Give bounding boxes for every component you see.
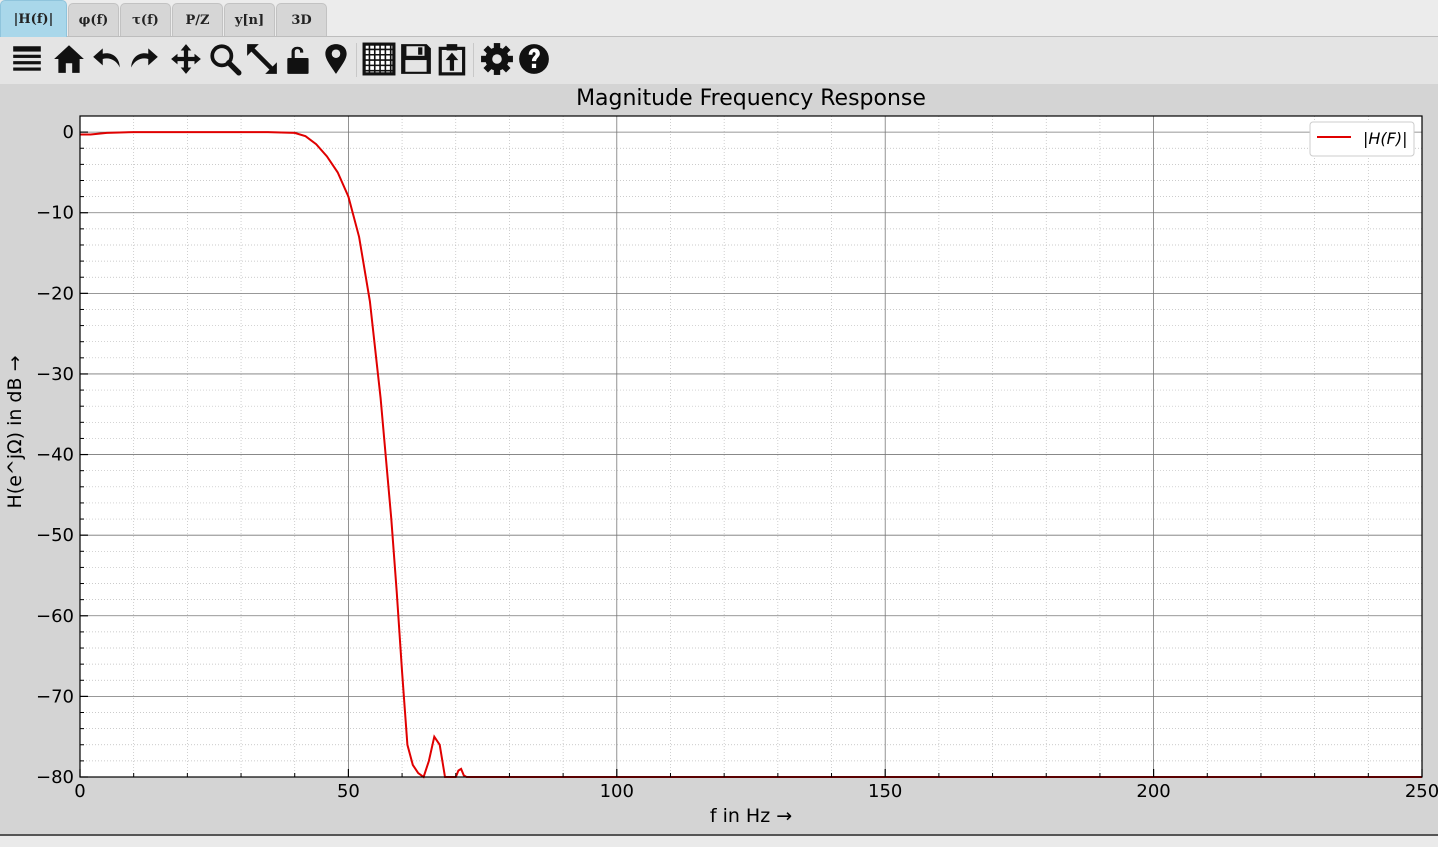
- help-icon[interactable]: [516, 40, 552, 78]
- y-tick-label: −30: [36, 364, 74, 385]
- copy-icon[interactable]: [435, 40, 471, 78]
- x-tick-label: 150: [868, 781, 902, 802]
- y-tick-label: −10: [36, 203, 74, 224]
- undo-icon[interactable]: [89, 40, 125, 78]
- x-tick-label: 50: [337, 781, 360, 802]
- toolbar: [0, 37, 1438, 84]
- legend: |H(F)|: [1309, 121, 1415, 157]
- zoom-full-icon[interactable]: [244, 40, 280, 78]
- x-tick-label: 100: [600, 781, 634, 802]
- y-tick-label: −80: [36, 767, 74, 788]
- x-tick-label: 250: [1405, 781, 1438, 802]
- magnitude-chart[interactable]: Magnitude Frequency Response 0 50 100 150 20…: [0, 84, 1438, 834]
- lock-icon[interactable]: [281, 40, 317, 78]
- x-tick-label: 200: [1136, 781, 1170, 802]
- x-tick-labels: 0 50 100 150 200 250: [74, 781, 1438, 802]
- menu-icon[interactable]: [9, 40, 45, 78]
- home-icon[interactable]: [51, 40, 87, 78]
- tab-group-delay[interactable]: τ(f): [120, 3, 171, 36]
- tick-marks: [79, 131, 1423, 778]
- x-axis-label: f in Hz →: [710, 805, 792, 827]
- tab-impulse-response[interactable]: y[n]: [224, 3, 275, 36]
- y-tick-label: −40: [36, 445, 74, 466]
- y-axis-label: H(e^jΩ) in dB →: [4, 356, 26, 509]
- zoom-icon[interactable]: [207, 40, 243, 78]
- y-tick-label: −20: [36, 283, 74, 304]
- legend-label: |H(F)|: [1363, 129, 1408, 148]
- grid-icon[interactable]: [361, 40, 397, 78]
- chart-title: Magnitude Frequency Response: [576, 86, 926, 111]
- save-icon[interactable]: [398, 40, 434, 78]
- y-tick-label: 0: [63, 122, 74, 143]
- y-tick-label: −60: [36, 606, 74, 627]
- tab-magnitude[interactable]: |H(f)|: [0, 0, 67, 37]
- axes-frame: [79, 115, 1423, 778]
- settings-icon[interactable]: [479, 40, 515, 78]
- tab-bar: |H(f)| φ(f) τ(f) P/Z y[n] 3D: [0, 0, 1438, 37]
- tab-pole-zero[interactable]: P/Z: [172, 3, 223, 36]
- series-line-magnitude: [80, 131, 1422, 779]
- tab-phase[interactable]: φ(f): [68, 3, 119, 36]
- marker-icon[interactable]: [318, 40, 354, 78]
- pan-icon[interactable]: [168, 40, 204, 78]
- status-divider: [0, 834, 1438, 836]
- x-tick-label: 0: [74, 781, 85, 802]
- minor-grid: [80, 116, 1422, 777]
- major-grid: [79, 116, 1423, 778]
- axes-background: [80, 116, 1422, 777]
- y-tick-label: −50: [36, 525, 74, 546]
- redo-icon[interactable]: [126, 40, 162, 78]
- tab-3d[interactable]: 3D: [276, 3, 327, 36]
- y-tick-labels: 0 −10 −20 −30 −40 −50 −60 −70 −80: [36, 122, 74, 788]
- status-bar: [0, 836, 1438, 847]
- y-tick-label: −70: [36, 686, 74, 707]
